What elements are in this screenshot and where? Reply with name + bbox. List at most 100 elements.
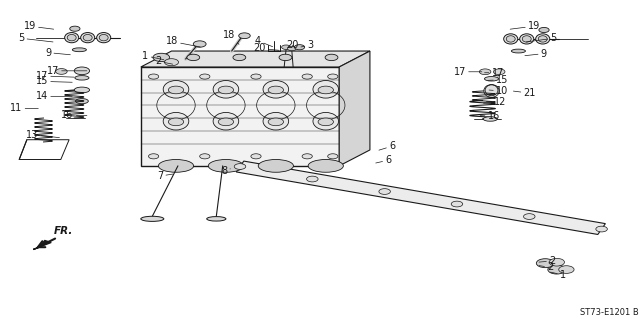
Circle shape [200,74,210,79]
Polygon shape [141,67,339,166]
Text: 6: 6 [376,155,392,165]
Circle shape [302,74,312,79]
Circle shape [279,54,292,61]
Circle shape [596,226,607,232]
Circle shape [539,27,549,33]
Polygon shape [141,51,370,67]
Ellipse shape [74,87,90,93]
Circle shape [328,74,338,79]
Ellipse shape [511,49,525,53]
Ellipse shape [522,36,531,42]
Circle shape [548,265,566,274]
Circle shape [168,86,184,94]
Circle shape [153,53,170,62]
Circle shape [148,74,159,79]
Ellipse shape [313,81,339,98]
Circle shape [268,118,284,126]
Ellipse shape [263,81,289,98]
Circle shape [318,118,333,126]
Text: 7: 7 [157,171,173,181]
Text: 11: 11 [10,103,38,114]
Text: 8: 8 [221,166,230,176]
Text: 6: 6 [379,141,396,151]
Text: 9: 9 [45,48,70,58]
Circle shape [251,74,261,79]
Circle shape [164,59,179,66]
Text: 17: 17 [454,67,482,77]
Ellipse shape [209,160,244,172]
Circle shape [239,33,250,39]
Ellipse shape [506,36,515,42]
Text: 15: 15 [488,75,508,85]
Ellipse shape [163,81,189,98]
Circle shape [282,45,291,49]
Text: 10: 10 [489,86,508,96]
Ellipse shape [67,34,76,41]
Circle shape [234,164,246,169]
Circle shape [318,86,333,94]
Circle shape [379,189,390,194]
Circle shape [193,41,206,47]
Ellipse shape [72,48,86,52]
Ellipse shape [163,113,189,130]
Ellipse shape [259,160,294,172]
Text: 1: 1 [550,270,566,280]
Ellipse shape [213,81,239,98]
Text: 20: 20 [287,40,299,50]
Ellipse shape [141,216,164,221]
Text: 16: 16 [480,111,500,122]
Circle shape [493,69,505,75]
Ellipse shape [213,113,239,130]
Ellipse shape [308,160,344,172]
Ellipse shape [97,33,111,43]
Ellipse shape [520,34,534,44]
Circle shape [549,258,564,266]
Text: 2: 2 [155,56,173,66]
Ellipse shape [81,33,95,43]
Text: 16: 16 [61,110,87,121]
Circle shape [251,154,261,159]
Ellipse shape [485,85,498,96]
Circle shape [294,45,305,50]
Circle shape [74,67,90,75]
Text: FR.: FR. [54,226,73,236]
Circle shape [479,69,491,75]
Circle shape [200,154,210,159]
Text: 5: 5 [18,33,53,43]
Text: 19: 19 [24,21,54,31]
Text: 3: 3 [301,40,314,50]
Ellipse shape [504,34,518,44]
Text: 2: 2 [539,262,554,272]
Circle shape [325,54,338,61]
Ellipse shape [536,34,550,44]
Text: 15: 15 [36,76,72,86]
Polygon shape [339,51,370,166]
Text: 19: 19 [510,21,540,31]
Circle shape [451,201,463,207]
Text: 13: 13 [26,130,60,140]
Polygon shape [236,161,605,234]
Text: 17: 17 [36,71,74,81]
Circle shape [524,214,535,219]
Circle shape [168,118,184,126]
Text: 1: 1 [142,51,164,61]
Circle shape [302,154,312,159]
Circle shape [218,118,234,126]
Text: 18: 18 [223,30,239,44]
Circle shape [233,54,246,61]
Ellipse shape [99,34,108,41]
Text: ST73-E1201 B: ST73-E1201 B [580,308,639,317]
Ellipse shape [76,99,88,104]
Text: 2: 2 [539,256,556,266]
Ellipse shape [65,33,79,43]
Ellipse shape [484,77,499,81]
Text: 21: 21 [513,88,536,98]
Circle shape [148,154,159,159]
Text: 4: 4 [255,36,273,47]
Circle shape [287,46,296,51]
Text: 20: 20 [253,43,279,54]
Circle shape [328,154,338,159]
Circle shape [218,86,234,94]
Ellipse shape [159,160,193,172]
Circle shape [187,54,200,61]
